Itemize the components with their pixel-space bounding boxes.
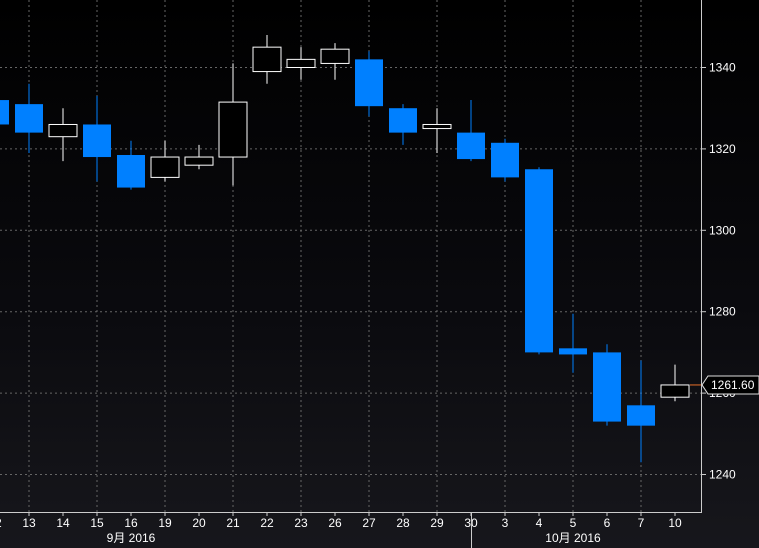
y-tick-label: 1240 [709, 468, 736, 482]
candle-body-up [252, 46, 282, 73]
candle-body-up [48, 123, 78, 138]
candle-body-down [457, 132, 485, 160]
candle-body-down [83, 124, 111, 158]
x-tick-label: 16 [124, 516, 138, 530]
x-tick-label: 7 [638, 516, 645, 530]
last-price-badge [701, 375, 759, 395]
candle-body-up [422, 123, 452, 130]
month-label: 9月 2016 [107, 531, 156, 545]
x-tick-label: 6 [604, 516, 611, 530]
candle-body-down [491, 142, 519, 178]
x-tick-label: 20 [192, 516, 206, 530]
y-tick-label: 1340 [709, 61, 736, 75]
candle-body-down [389, 108, 417, 133]
y-tick-label: 1320 [709, 142, 736, 156]
x-tick-label: 15 [90, 516, 104, 530]
grid-lines [0, 0, 701, 512]
candle-body-down [0, 100, 9, 125]
x-tick-label: 21 [226, 516, 240, 530]
last-price-label: 1261.60 [711, 378, 755, 392]
y-tick-label: 1280 [709, 305, 736, 319]
candle-body-down [559, 348, 587, 355]
x-tick-label: 22 [260, 516, 274, 530]
x-tick-label: 28 [396, 516, 410, 530]
x-tick-label: 13 [22, 516, 36, 530]
x-tick-label: 5 [570, 516, 577, 530]
x-tick-label: 14 [56, 516, 70, 530]
x-tick-label: 4 [536, 516, 543, 530]
candle-body-down [117, 155, 145, 188]
month-label: 10月 2016 [545, 531, 601, 545]
candle-body-down [593, 352, 621, 422]
x-tick-label: 12 [0, 516, 2, 530]
candle-body-up [184, 156, 214, 166]
candle-body-up [286, 58, 316, 69]
x-tick-label: 19 [158, 516, 172, 530]
candle-body-down [15, 104, 43, 133]
candle-body-down [627, 405, 655, 426]
x-tick-label: 3 [502, 516, 509, 530]
candle-body-up [218, 101, 248, 158]
y-tick-label: 1300 [709, 223, 736, 237]
candle-body-down [355, 59, 383, 107]
candle-body-up [320, 48, 350, 64]
x-tick-label: 29 [430, 516, 444, 530]
x-tick-label: 27 [362, 516, 376, 530]
candle-body-up [150, 156, 180, 178]
candles [0, 34, 690, 463]
candle-body-up [660, 384, 690, 398]
x-tick-label: 10 [668, 516, 682, 530]
candle-body-down [525, 169, 553, 353]
x-tick-label: 26 [328, 516, 342, 530]
x-tick-label: 23 [294, 516, 308, 530]
